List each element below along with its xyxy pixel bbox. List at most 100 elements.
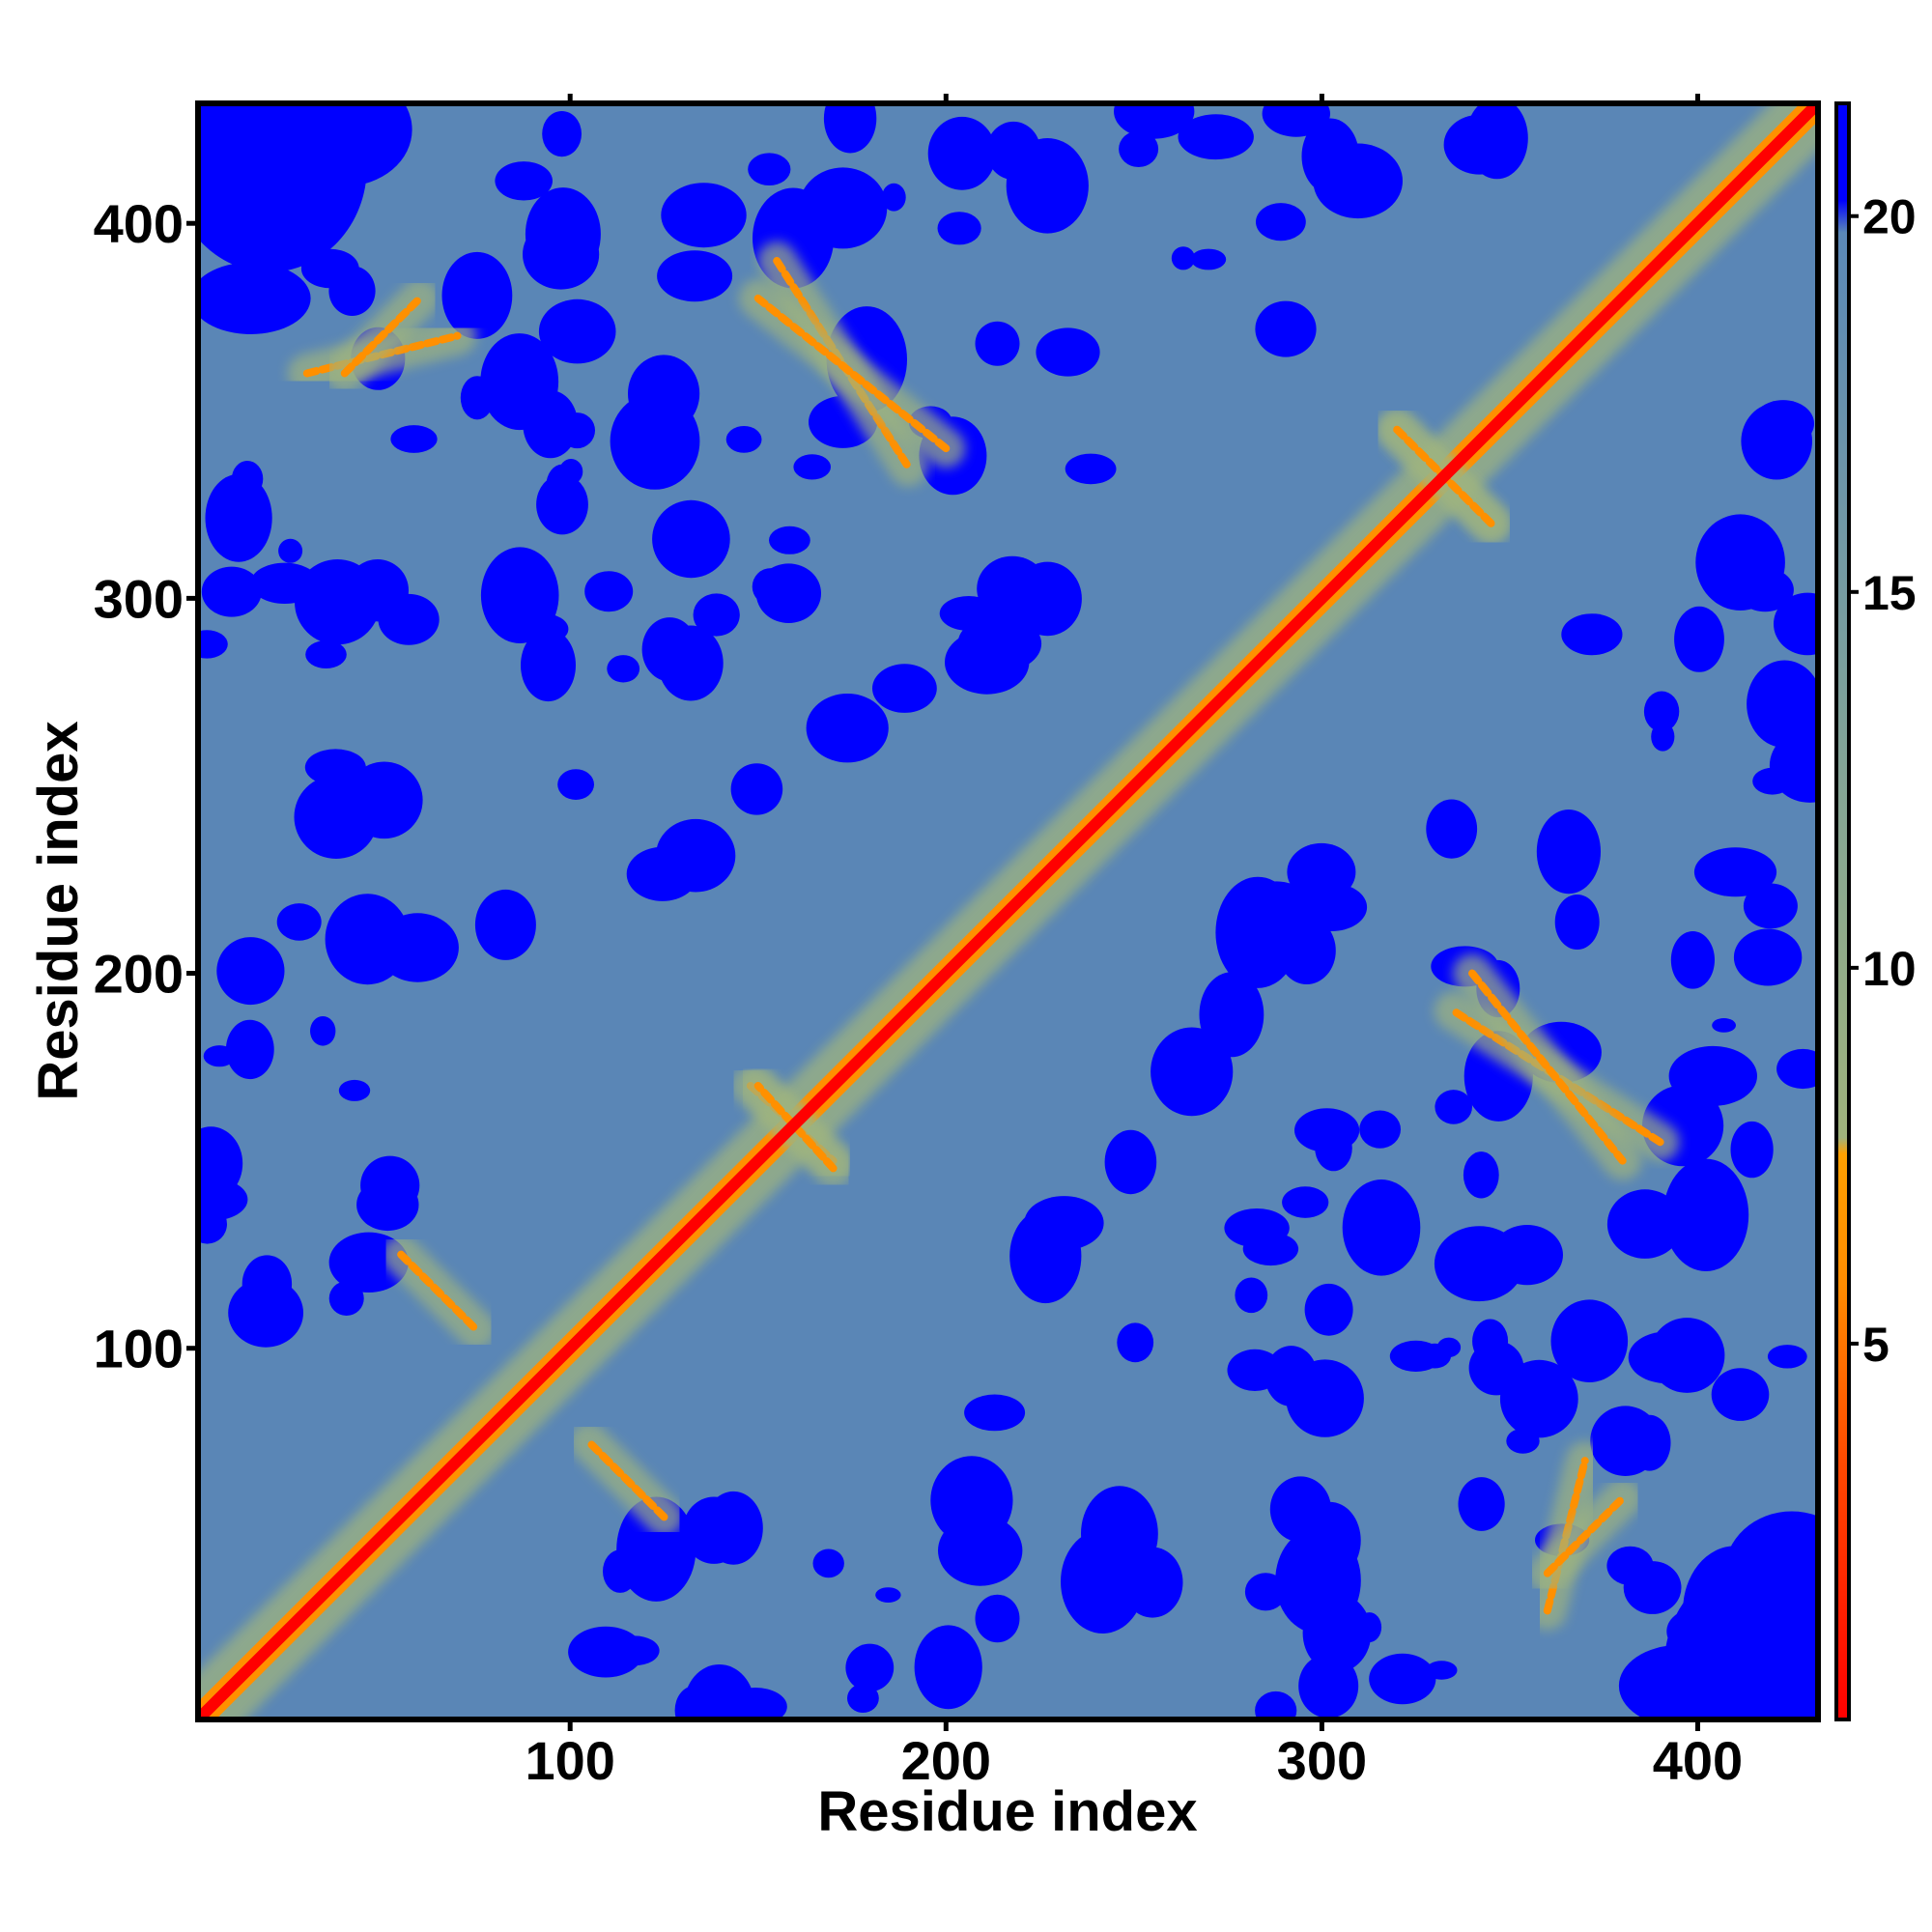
y-axis-title: Residue index [27,721,90,1100]
far-distance-patch [1269,1476,1331,1543]
far-distance-patch [1255,1690,1297,1719]
far-distance-patch [1491,1225,1563,1286]
far-distance-patch [1294,1108,1360,1152]
x-tick-label: 200 [901,1730,991,1791]
far-distance-patch [1662,1158,1749,1272]
far-distance-patch [1436,1337,1462,1358]
far-distance-patch [542,111,582,157]
far-distance-patch [1359,1110,1401,1149]
far-distance-patch [1117,1322,1154,1363]
y-tick-label: 300 [94,568,184,629]
far-distance-patch [203,1045,236,1067]
far-distance-patch [1643,691,1680,732]
far-distance-patch [305,640,347,668]
far-distance-patch [1151,1027,1234,1117]
y-tick-label: 100 [94,1319,184,1379]
far-distance-patch [480,547,559,643]
far-distance-patch [875,1587,901,1603]
far-distance-patch [607,655,640,683]
far-distance-patch [657,250,733,302]
far-distance-patch [1649,1318,1725,1393]
colorbar-tick-label: 10 [1862,942,1917,996]
far-distance-patch [661,183,747,248]
far-distance-patch [1741,403,1812,480]
far-distance-patch [1114,103,1195,139]
far-distance-patch [1628,1414,1671,1471]
far-distance-patch [198,262,311,334]
far-distance-patch [474,889,536,960]
far-distance-patch [1227,1349,1283,1391]
plot-frame [195,100,1821,1722]
far-distance-patch [872,664,937,713]
far-distance-patch [628,355,700,433]
far-distance-patch [1302,1593,1372,1673]
far-distance-patch [1683,1546,1788,1676]
far-distance-patch [250,562,320,604]
far-distance-patch [964,1394,1026,1432]
colorbar-tick-label: 5 [1862,1318,1889,1372]
far-distance-patch [682,1496,746,1564]
far-distance-patch [225,1019,274,1080]
far-distance-patch [1499,1359,1578,1438]
far-distance-patch [937,212,981,245]
far-distance-patch [1286,1359,1364,1437]
heatmap-area [195,100,1821,1722]
far-distance-patch [652,499,730,579]
far-distance-patch [1244,1573,1287,1611]
far-distance-patch [1774,592,1818,656]
heatmap-cells [198,103,1818,1719]
far-distance-patch [584,571,634,612]
far-distance-patch [1119,130,1159,167]
far-distance-patch [276,903,322,941]
far-distance-patch [823,103,877,154]
far-distance-patch [1747,660,1818,749]
y-tick-label: 200 [94,944,184,1005]
far-distance-patch [1190,248,1227,270]
colorbar-tick-label: 20 [1862,190,1917,244]
far-distance-patch [1199,972,1264,1058]
far-distance-patch [1730,1121,1774,1179]
far-distance-patch [480,333,559,431]
far-distance-patch [198,1126,243,1201]
far-distance-patch [881,183,906,212]
far-distance-patch [1623,1561,1682,1614]
far-distance-patch [390,425,438,453]
colorbar-ticks: 5 10 15 20 [1849,190,1917,1372]
far-distance-patch [198,1204,227,1244]
diagonal-contact [198,103,1818,1719]
far-distance-patch [957,614,1042,672]
far-distance-patch [378,593,440,645]
far-distance-patch [1743,883,1798,929]
far-distance-patch [725,426,762,453]
far-distance-patch [724,1688,787,1719]
far-distance-patch [1674,606,1724,672]
far-distance-patch [538,298,616,364]
far-distance-patch [198,103,289,186]
far-distance-patch [278,538,303,563]
far-distance-patch [1472,1319,1509,1364]
far-distance-patch [1536,810,1601,895]
far-distance-patch [938,1515,1023,1586]
far-distance-patch [454,255,497,288]
x-tick-label: 300 [1277,1730,1367,1791]
far-distance-patch [198,630,228,659]
far-distance-patch [927,116,997,190]
far-distance-patch [975,1594,1020,1643]
far-distance-patch [325,894,410,985]
colorbar-tick-label: 15 [1862,566,1917,620]
far-distance-patch [558,459,583,485]
far-distance-patch [1235,881,1319,958]
far-distance-patch [1065,453,1117,485]
x-axis-title: Residue index [817,1780,1197,1843]
far-distance-patch [557,769,594,800]
far-distance-patch [568,1626,643,1678]
far-distance-patch [1313,143,1403,219]
far-distance-patch [1255,300,1317,357]
far-distance-patch [755,563,822,623]
far-distance-patch [310,1016,336,1046]
far-distance-patch [1304,1283,1353,1336]
far-distance-patch [693,593,740,637]
far-distance-patch [1561,613,1623,656]
far-distance-patch [205,473,272,562]
